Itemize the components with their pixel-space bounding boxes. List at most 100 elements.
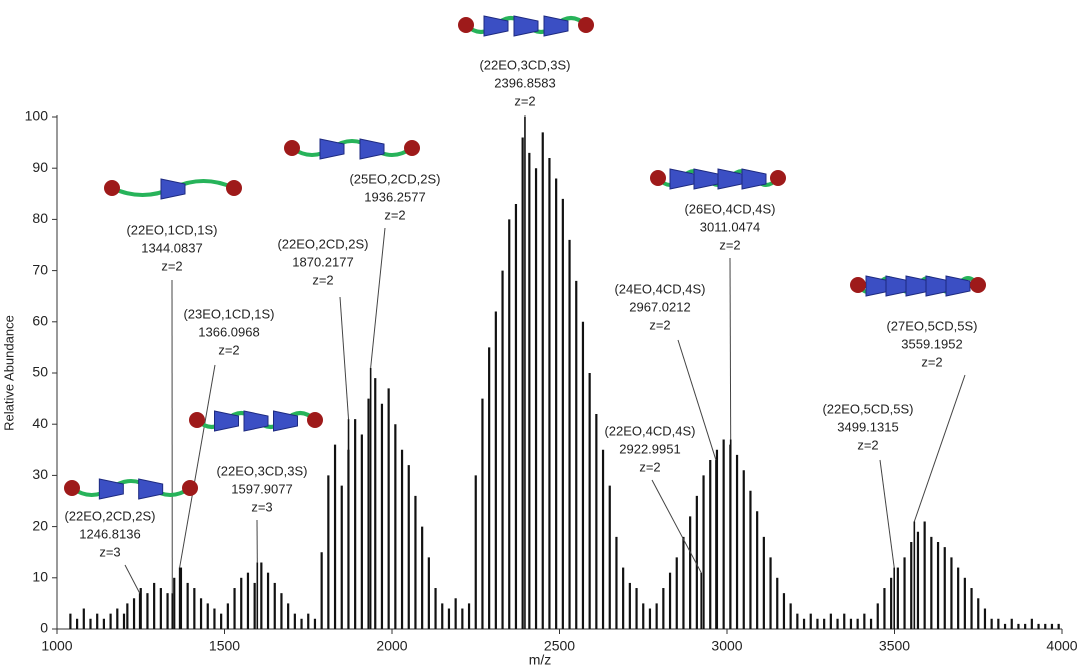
annotation-label: (22EO,5CD,5S) (822, 401, 913, 416)
leader-line (729, 257, 732, 440)
cyclodextrin (243, 410, 269, 432)
leader-line (879, 459, 895, 568)
y-tick-label: 70 (32, 261, 48, 277)
annotation-label: (27EO,5CD,5S) (886, 318, 977, 333)
end-cap (578, 17, 594, 33)
x-tick-label: 3500 (879, 638, 910, 654)
cyclodextrin (741, 168, 767, 190)
x-tick-label: 2500 (544, 638, 575, 654)
end-cap (404, 140, 420, 156)
y-tick-label: 10 (32, 569, 48, 585)
leader-line (339, 296, 350, 420)
x-tick-label: 3000 (711, 638, 742, 654)
y-tick-label: 50 (32, 364, 48, 380)
annotation-mz: 1870.2177 (292, 254, 353, 269)
annotation-label: (22EO,2CD,2S) (277, 236, 368, 251)
leader-line (677, 339, 717, 461)
annotation-mz: 1246.8136 (79, 526, 140, 541)
annotation-mz: 3011.0474 (700, 219, 761, 234)
annotation-charge: z=2 (857, 437, 878, 452)
cyclodextrin (543, 15, 569, 37)
end-cap (182, 480, 198, 496)
annotation-charge: z=2 (384, 207, 405, 222)
molecule-icon (104, 178, 242, 200)
molecule-icon (189, 410, 323, 432)
annotation-charge: z=2 (161, 258, 182, 273)
cyclodextrin (214, 410, 239, 432)
end-cap (64, 480, 80, 496)
annotation-mz: 2396.8583 (494, 75, 555, 90)
molecule-icon (850, 275, 986, 297)
end-cap (650, 170, 666, 186)
leader-line (651, 479, 702, 573)
y-axis-label: Relative Abundance (1, 315, 16, 431)
annotation-charge: z=2 (921, 354, 942, 369)
annotation-label: (22EO,3CD,3S) (479, 57, 570, 72)
polymer-chain (70, 479, 192, 497)
annotation-mz: 3499.1315 (837, 419, 898, 434)
annotation-charge: z=3 (251, 499, 272, 514)
molecule-icon (458, 15, 594, 37)
x-tick-label: 4000 (1046, 638, 1077, 654)
molecule-icon (284, 138, 420, 160)
cyclodextrin (945, 275, 971, 297)
annotation-mz: 3559.1952 (901, 336, 962, 351)
annotation-label: (23EO,1CD,1S) (183, 306, 274, 321)
annotation-label: (22EO,2CD,2S) (64, 508, 155, 523)
annotation-mz: 1597.9077 (231, 481, 292, 496)
annotation-label: (24EO,4CD,4S) (614, 281, 705, 296)
cyclodextrin (483, 15, 509, 37)
leader-line (370, 227, 386, 368)
leader-line (124, 564, 141, 594)
annotation-mz: 2967.0212 (629, 299, 690, 314)
cyclodextrin (513, 15, 539, 37)
y-tick-label: 80 (32, 210, 48, 226)
annotation-label: (22EO,4CD,4S) (604, 423, 695, 438)
y-tick-label: 60 (32, 313, 48, 329)
annotation-mz: 2922.9951 (619, 441, 680, 456)
x-tick-label: 2000 (376, 638, 407, 654)
end-cap (226, 180, 242, 196)
annotation-charge: z=2 (218, 342, 239, 357)
end-cap (770, 170, 786, 186)
annotation-charge: z=3 (99, 544, 120, 559)
y-tick-label: 100 (25, 108, 49, 124)
y-tick-label: 0 (40, 620, 48, 636)
end-cap (104, 180, 120, 196)
end-cap (458, 17, 474, 33)
y-tick-label: 40 (32, 415, 48, 431)
cyclodextrin (98, 478, 124, 500)
annotation-mz: 1366.0968 (198, 324, 259, 339)
end-cap (970, 277, 986, 293)
x-tick-label: 1500 (209, 638, 240, 654)
annotation-label: (22EO,1CD,1S) (126, 222, 217, 237)
annotation-mz: 1344.0837 (141, 240, 202, 255)
y-tick-label: 30 (32, 466, 48, 482)
cyclodextrin (319, 138, 345, 160)
annotation-mz: 1936.2577 (364, 189, 425, 204)
end-cap (307, 412, 323, 428)
y-tick-label: 90 (32, 159, 48, 175)
cyclodextrin (138, 478, 164, 500)
end-cap (189, 412, 205, 428)
leader-line (179, 364, 216, 568)
molecule-icon (64, 478, 198, 500)
annotation-charge: z=2 (719, 237, 740, 252)
leader-line (913, 374, 966, 522)
x-tick-label: 1000 (41, 638, 72, 654)
cyclodextrin (160, 178, 186, 200)
annotation-charge: z=2 (639, 459, 660, 474)
end-cap (850, 277, 866, 293)
annotation-charge: z=2 (312, 272, 333, 287)
cyclodextrin (359, 138, 385, 160)
annotation-charge: z=2 (649, 317, 670, 332)
y-tick-label: 20 (32, 517, 48, 533)
annotation-label: (25EO,2CD,2S) (349, 171, 440, 186)
end-cap (284, 140, 300, 156)
polymer-chain (290, 139, 414, 157)
annotation-label: (22EO,3CD,3S) (216, 463, 307, 478)
annotation-charge: z=2 (514, 93, 535, 108)
molecule-icon (650, 168, 786, 190)
annotation-label: (26EO,4CD,4S) (684, 201, 775, 216)
